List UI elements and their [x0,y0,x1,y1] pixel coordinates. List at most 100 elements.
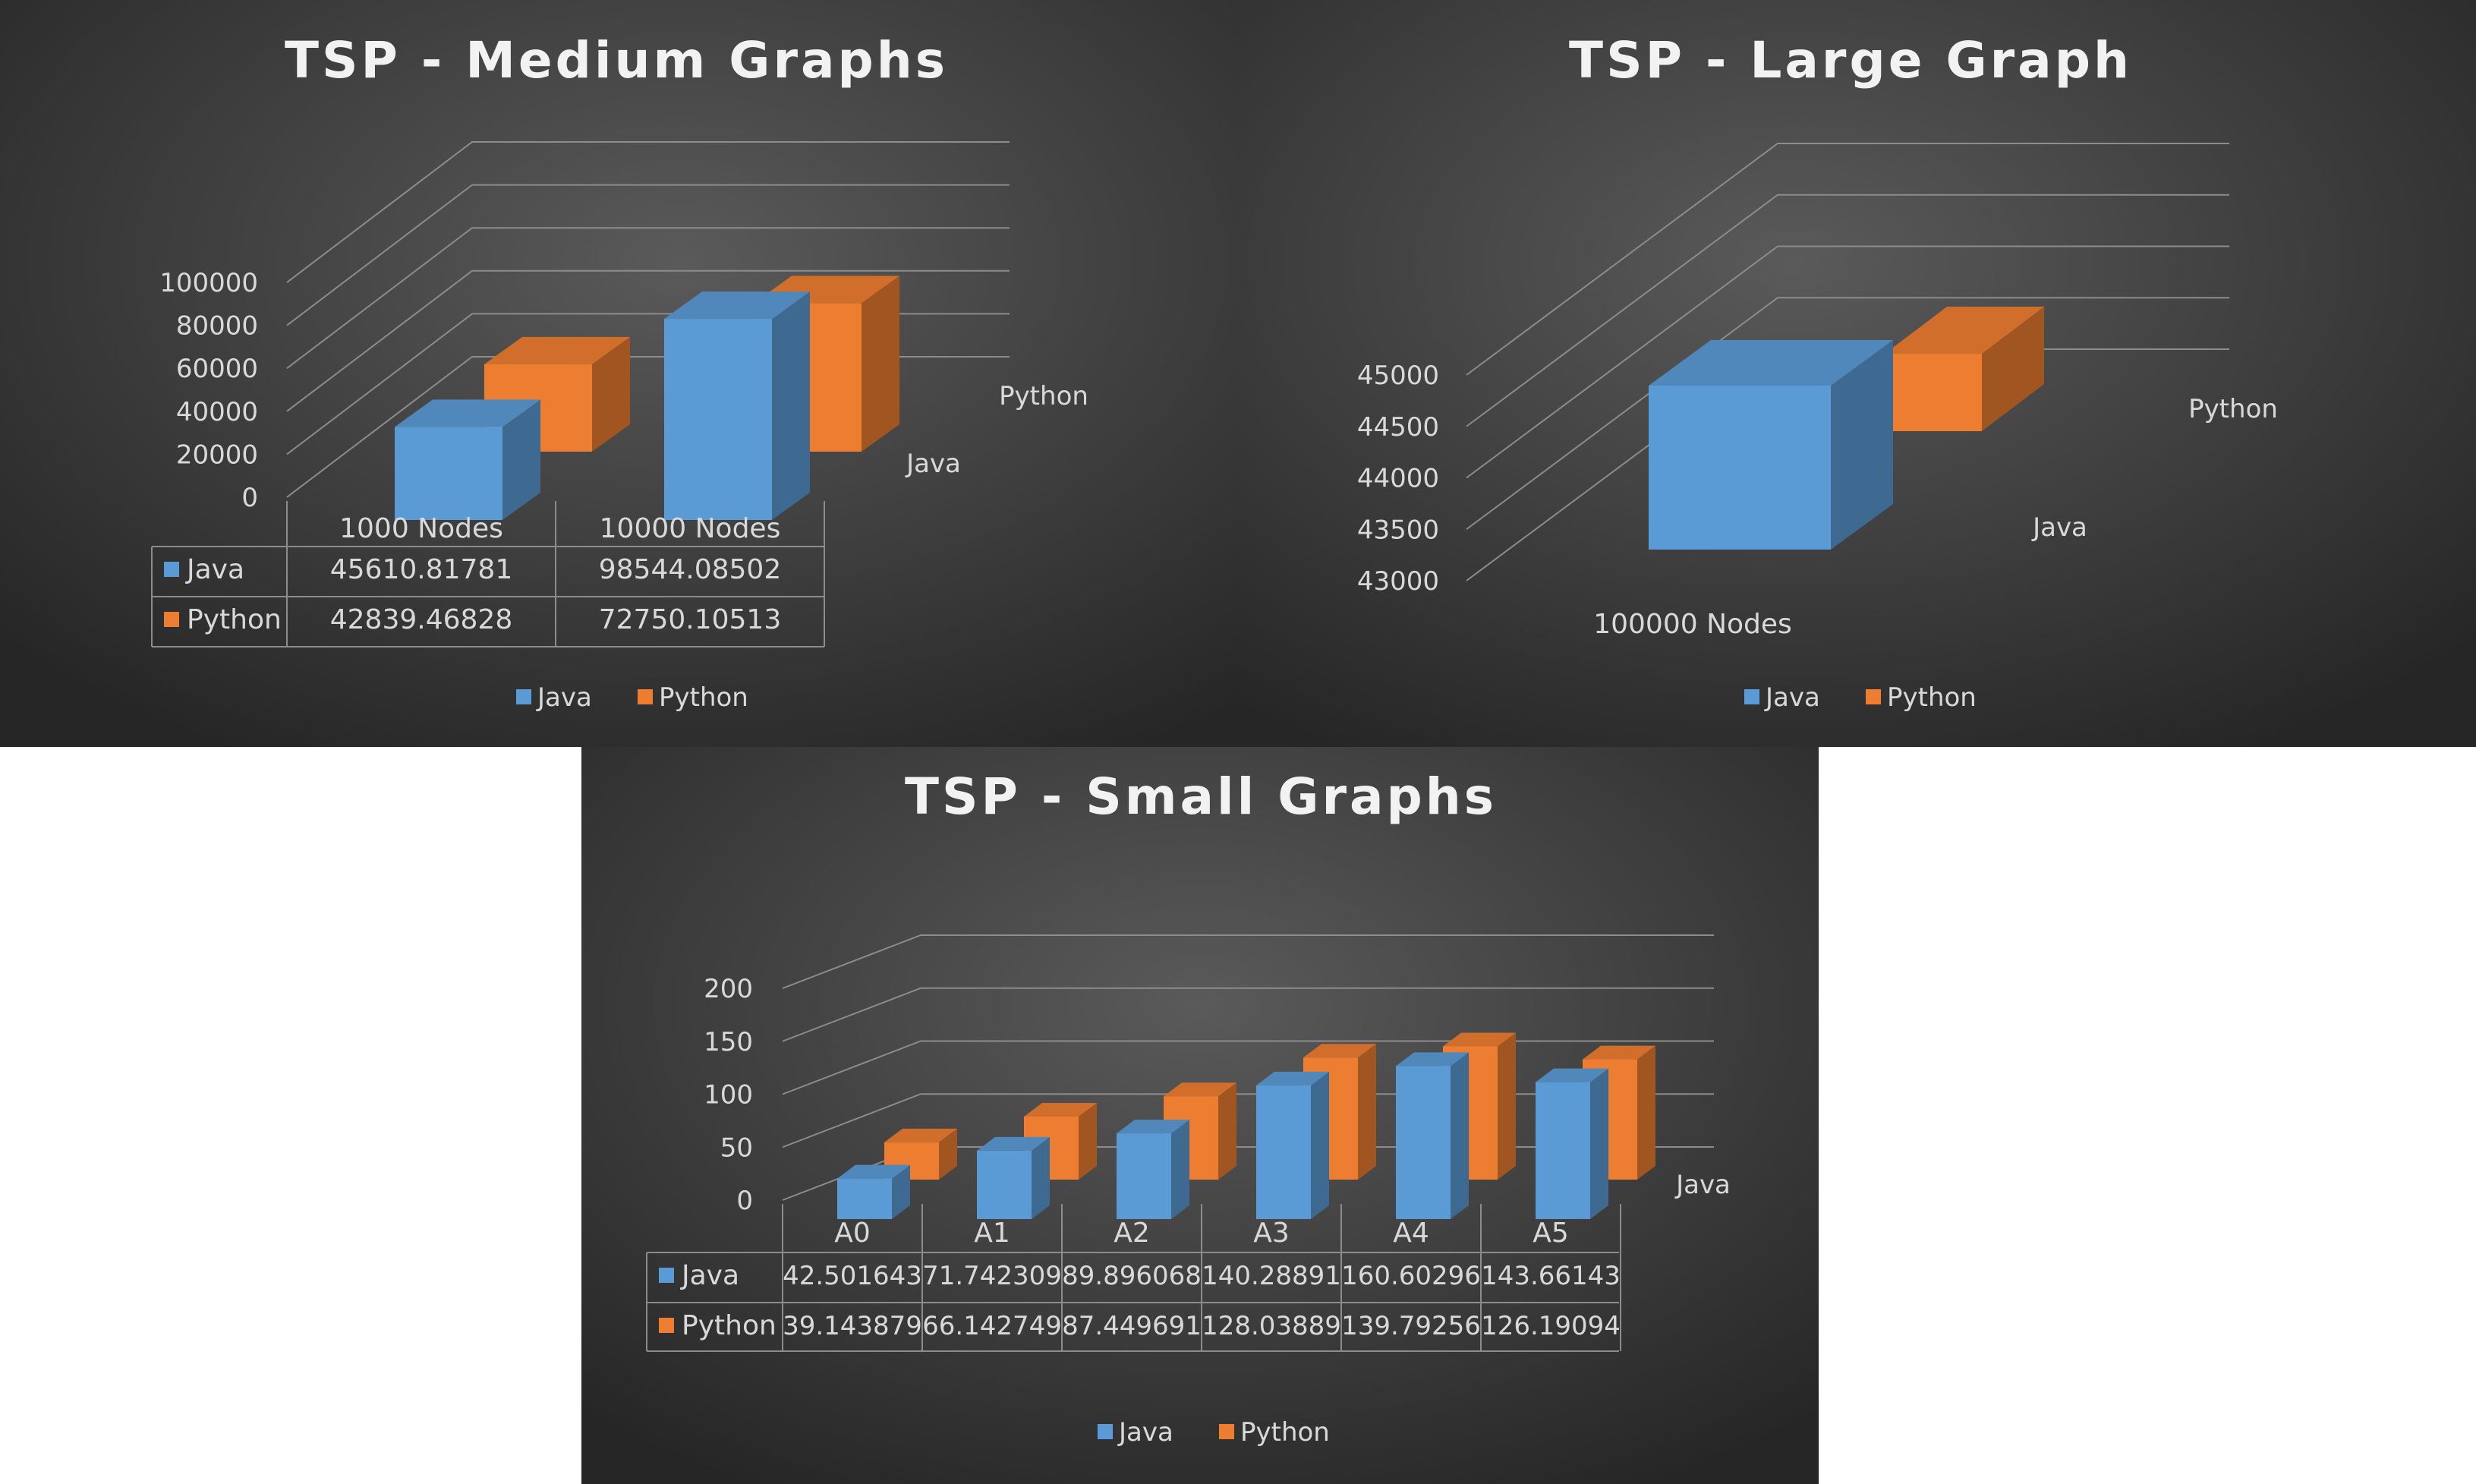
python-bar-0-top [884,1128,957,1142]
java-bar-0-front [1649,386,1831,550]
y-tick-label: 40000 [176,397,258,427]
java-bar-3-top [1256,1071,1329,1085]
java-bar-4-front [1396,1066,1451,1219]
table-python-value: 72750.10513 [599,604,782,635]
python-bar-4-top [1443,1032,1516,1047]
large-graph-chart: TSP - Large Graph 43000 43500 44000 44500 450… [1237,0,2476,747]
python-bar-5-side [1637,1045,1655,1180]
table-python-value: 66.142749 [922,1311,1062,1341]
table-java-value: 143.66143 [1481,1261,1621,1291]
y-tick-label: 200 [704,974,753,1004]
gridline [286,269,1010,412]
table-python-value: 39.143879 [783,1311,922,1341]
python-bar-2-top [1164,1082,1236,1097]
java-bar-0-front [395,427,502,520]
y-tick-label: 80000 [176,311,258,342]
java-bar-5-front [1536,1082,1590,1219]
java-bar-2 [1117,1120,1189,1219]
data-table: 1000 Nodes 10000 Nodes Java Python 45610.817… [151,501,825,647]
legend: Java Python [1098,1417,1330,1448]
depth-label-python: Python [999,381,1088,411]
java-bar-1 [664,291,810,520]
table-python-value: 126.19094 [1481,1311,1621,1341]
x-tick-label: 100000 Nodes [1593,609,1792,640]
legend-python-swatch [638,689,653,704]
x-tick-label: A4 [1393,1218,1429,1249]
depth-label-java: Java [2031,512,2087,543]
chart-panel-small: TSP - Small Graphs 0 50 100 150 200 Java A0 A1 A2… [581,747,1819,1484]
y-tick-label: 150 [704,1027,753,1057]
python-bar-4-side [1498,1032,1516,1180]
python-bar-0-side [939,1128,957,1180]
y-tick-label: 45000 [1357,361,1439,391]
table-java-value: 42.501643 [783,1261,922,1291]
legend-java-swatch [516,689,531,704]
java-bar-3-side [1311,1071,1329,1219]
gridlines [286,141,1010,498]
y-tick-label: 44500 [1357,412,1439,443]
java-bar-0-side [892,1164,910,1219]
chart-title: TSP - Large Graph [1569,31,2132,90]
java-bar-5-side [1590,1068,1608,1219]
java-bar-2-front [1117,1133,1171,1219]
java-bar-2-side [1171,1120,1189,1219]
gridline [782,934,1714,989]
legend: Java Python [1744,682,1977,713]
legend-python-label: Python [659,682,748,713]
table-java-value: 160.60296 [1341,1261,1481,1291]
y-tick-label: 0 [736,1186,753,1216]
legend-java-swatch [1098,1424,1113,1439]
java-bar-5-top [1536,1068,1608,1082]
java-bar-1-front [977,1150,1032,1219]
y-tick-label: 60000 [176,354,258,384]
legend-java-label: Java [1117,1417,1173,1448]
gridline [1466,143,2229,376]
legend-python-label: Python [1887,682,1977,713]
java-bar-0 [1649,340,1893,550]
python-bar-5-top [1583,1045,1655,1060]
x-tick-label: 1000 Nodes [339,513,503,544]
legend-java-label: Java [536,682,592,713]
java-bar-4-side [1451,1052,1469,1219]
table-java-name: Java [185,554,244,585]
legend-java-label: Java [1764,682,1820,713]
table-python-name: Python [682,1310,777,1341]
java-bar-3-front [1256,1085,1311,1219]
java-bar-0-top [395,399,540,427]
y-tick-label: 50 [720,1133,753,1163]
python-bar-1-top [1024,1102,1097,1117]
java-bar-4-top [1396,1052,1469,1067]
table-java-value: 140.28891 [1202,1261,1341,1291]
java-bar-2-top [1117,1120,1189,1134]
table-python-value: 128.03889 [1202,1311,1341,1341]
python-bar-0-front [1885,354,1982,431]
small-graphs-chart: TSP - Small Graphs 0 50 100 150 200 Java A0 A1 A2… [581,747,1819,1484]
java-bar-0-side [502,399,540,520]
gridline [782,987,1714,1042]
gridline [1466,297,2229,531]
python-bar-2 [1164,1082,1236,1180]
python-bar-1-side [862,276,899,452]
java-bar-0-top [1649,340,1893,386]
python-bar-0-side [1982,307,2044,431]
java-bar-1-side [1032,1136,1050,1219]
table-java-name: Java [680,1260,739,1291]
x-tick-label: A3 [1253,1218,1290,1249]
y-tick-label: 43500 [1357,515,1439,545]
table-python-value: 42839.46828 [330,604,513,635]
depth-label-java: Java [1674,1170,1731,1200]
java-bar-0-front [837,1178,892,1219]
gridline [1466,194,2229,427]
gridline [286,184,1010,326]
y-tick-label: 0 [241,483,258,513]
y-tick-label: 20000 [176,440,258,470]
y-tick-label: 100000 [159,268,258,298]
java-bar-0 [837,1164,910,1219]
chart-panel-medium: TSP - Medium Graphs 0 20000 40000 60000 80000… [0,0,1237,747]
java-bar-0-top [837,1164,910,1179]
chart-title: TSP - Small Graphs [905,767,1497,826]
table-java-value: 45610.81781 [330,554,513,585]
x-tick-label: A2 [1114,1218,1150,1249]
depth-label-java: Java [905,449,961,479]
java-bar-1 [977,1136,1050,1219]
